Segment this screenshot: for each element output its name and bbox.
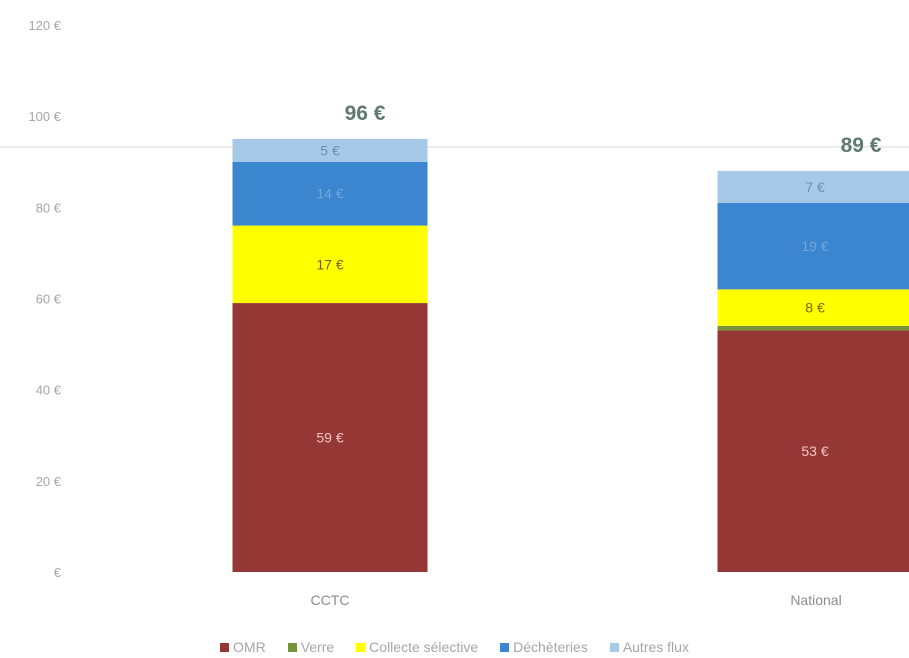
legend-item: Déchèteries bbox=[500, 636, 588, 658]
legend-item: OMR bbox=[220, 636, 266, 658]
y-tick-label: 80 € bbox=[36, 200, 62, 215]
x-axis: CCTC National bbox=[311, 592, 842, 608]
legend-swatch bbox=[288, 643, 297, 652]
data-label: 5 € bbox=[320, 142, 340, 158]
data-label: 19 € bbox=[801, 238, 828, 254]
y-tick-label: 120 € bbox=[28, 18, 61, 33]
y-tick-label: 20 € bbox=[36, 474, 62, 489]
bars: 59 € 17 € 14 € 5 € 96 € 53 € 8 € 19 € 7 € 89 € bbox=[233, 102, 909, 572]
legend-item: Verre bbox=[288, 636, 334, 658]
total-label: 89 € bbox=[841, 134, 882, 157]
legend-swatch bbox=[500, 643, 509, 652]
legend-item: Autres flux bbox=[610, 636, 689, 658]
legend: OMR Verre Collecte sélective Déchèteries Aut… bbox=[0, 636, 909, 658]
data-label: 17 € bbox=[316, 256, 343, 272]
data-label: 59 € bbox=[316, 430, 343, 446]
legend-item: Collecte sélective bbox=[356, 636, 478, 658]
y-axis: €20 € 40 € 60 € 80 € 100 € 120 € bbox=[28, 18, 61, 580]
legend-swatch bbox=[356, 643, 365, 652]
legend-swatch bbox=[220, 643, 229, 652]
legend-swatch bbox=[610, 643, 619, 652]
bar-national: 53 € 8 € 19 € 7 € 89 € bbox=[718, 134, 909, 572]
data-label: 53 € bbox=[801, 443, 828, 459]
x-tick-label: CCTC bbox=[311, 592, 350, 608]
y-tick-label: 40 € bbox=[36, 383, 62, 398]
data-label: 14 € bbox=[316, 186, 343, 202]
legend-label: OMR bbox=[233, 639, 266, 655]
total-label: 96 € bbox=[345, 102, 386, 125]
y-tick-label: 60 € bbox=[36, 292, 62, 307]
data-label: 7 € bbox=[805, 179, 825, 195]
stacked-bar-chart: €20 € 40 € 60 € 80 € 100 € 120 € 59 € 17 € 14 €… bbox=[0, 0, 909, 630]
bar-segment-verre bbox=[718, 326, 909, 331]
y-tick-label: € bbox=[54, 565, 62, 580]
legend-label: Verre bbox=[301, 639, 334, 655]
legend-label: Collecte sélective bbox=[369, 639, 478, 655]
legend-label: Déchèteries bbox=[513, 639, 588, 655]
legend-label: Autres flux bbox=[623, 639, 689, 655]
data-label: 8 € bbox=[805, 300, 825, 316]
y-tick-label: 100 € bbox=[28, 109, 61, 124]
bar-cctc: 59 € 17 € 14 € 5 € 96 € bbox=[233, 102, 428, 572]
x-tick-label: National bbox=[790, 592, 841, 608]
